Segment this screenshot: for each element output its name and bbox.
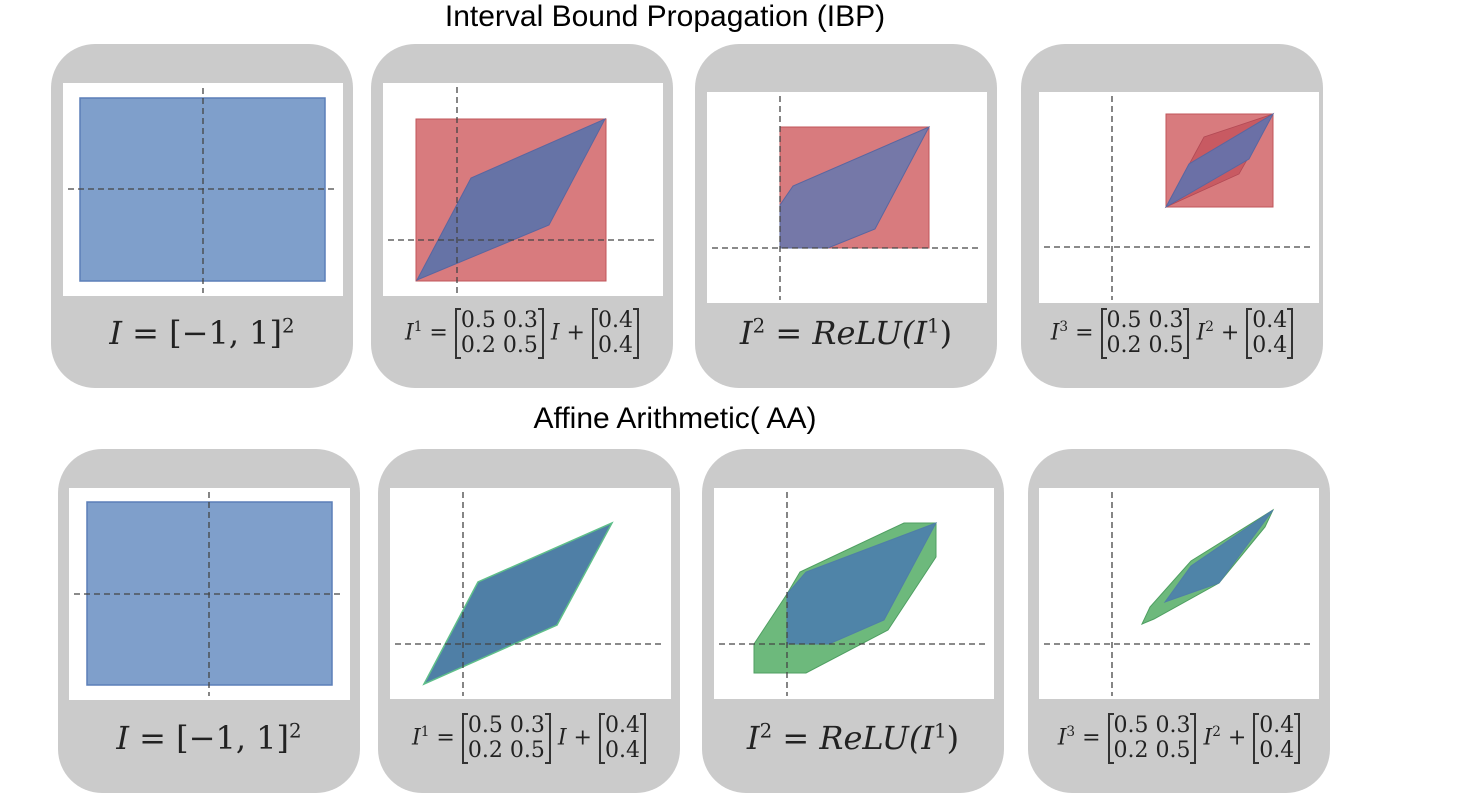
aa-input-plot — [69, 488, 350, 700]
aa-row-title: Affine Arithmetic( AA) — [533, 402, 817, 435]
ibp-relu-plot — [707, 92, 987, 303]
aa-layer3-inner — [1163, 509, 1274, 604]
aa-relu-plot — [714, 488, 994, 699]
bias-vector: 0.4 0.4 — [591, 308, 639, 359]
ibp-layer3-formula: I3 = 0.5 0.3 0.2 0.5 I2 + 0.4 0.4 — [1021, 308, 1323, 359]
aa-input-formula: I = [−1, 1]2 — [116, 719, 302, 757]
ibp-panel-relu: I2 = ReLU(I1) — [695, 44, 997, 388]
ibp-layer1-plot — [383, 83, 663, 296]
ibp-layer3-plot — [1039, 92, 1319, 303]
weight-matrix: 0.5 0.3 0.2 0.5 — [1100, 308, 1190, 359]
bias-vector: 0.4 0.4 — [1253, 713, 1301, 764]
aa-layer1-plot — [390, 488, 671, 699]
aa-panel-layer1: I1 = 0.5 0.3 0.2 0.5 I + 0.4 0.4 — [378, 449, 680, 793]
aa-panel-layer3: I3 = 0.5 0.3 0.2 0.5 I2 + 0.4 0.4 — [1028, 449, 1330, 793]
ibp-row-title: Interval Bound Propagation (IBP) — [444, 0, 886, 33]
ibp-layer1-formula: I1 = 0.5 0.3 0.2 0.5 I + 0.4 0.4 — [371, 308, 673, 359]
weight-matrix: 0.5 0.3 0.2 0.5 — [454, 308, 544, 359]
aa-layer3-plot — [1039, 488, 1319, 699]
aa-panel-relu: I2 = ReLU(I1) — [702, 449, 1004, 793]
ibp-input-formula: I = [−1, 1]2 — [109, 314, 295, 352]
aa-layer1-formula: I1 = 0.5 0.3 0.2 0.5 I + 0.4 0.4 — [378, 713, 680, 764]
ibp-panel-layer3: I3 = 0.5 0.3 0.2 0.5 I2 + 0.4 0.4 — [1021, 44, 1323, 388]
weight-matrix: 0.5 0.3 0.2 0.5 — [1107, 713, 1197, 764]
weight-matrix: 0.5 0.3 0.2 0.5 — [461, 713, 551, 764]
ibp-panel-input: I = [−1, 1]2 — [51, 44, 353, 388]
bias-vector: 0.4 0.4 — [598, 713, 646, 764]
aa-relu-formula: I2 = ReLU(I1) — [746, 719, 960, 757]
aa-panel-input: I = [−1, 1]2 — [58, 449, 360, 793]
aa-zonotope — [422, 521, 614, 686]
ibp-panel-layer1: I1 = 0.5 0.3 0.2 0.5 I + 0.4 0.4 — [371, 44, 673, 388]
bias-vector: 0.4 0.4 — [1246, 308, 1294, 359]
ibp-layer3-set — [1164, 112, 1275, 209]
ibp-relu-formula: I2 = ReLU(I1) — [739, 314, 953, 352]
aa-layer3-formula: I3 = 0.5 0.3 0.2 0.5 I2 + 0.4 0.4 — [1028, 713, 1330, 764]
ibp-input-plot — [63, 83, 343, 296]
